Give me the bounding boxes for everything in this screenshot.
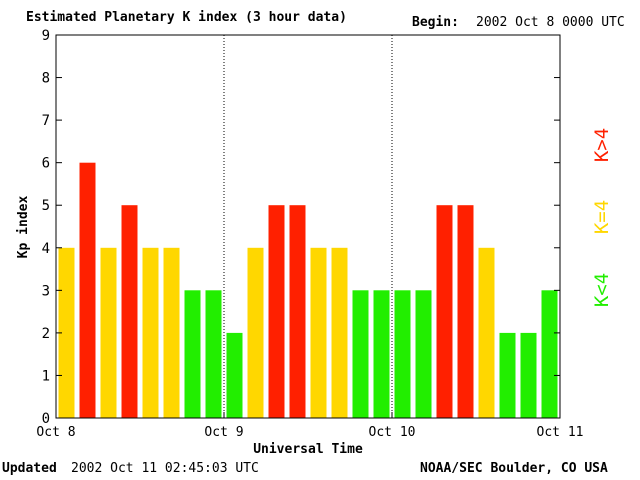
- y-tick-label: 1: [42, 368, 50, 384]
- y-tick-label: 9: [42, 28, 50, 44]
- y-axis-label: Kp index: [16, 196, 31, 259]
- kp-bar: [163, 247, 180, 418]
- kp-bar: [247, 247, 264, 418]
- x-axis-label: Universal Time: [253, 442, 363, 457]
- legend-item: K=4: [591, 200, 613, 234]
- y-tick-label: 0: [42, 411, 50, 427]
- x-tick-label: Oct 10: [369, 425, 416, 440]
- kp-bar: [478, 247, 495, 418]
- x-tick-label: Oct 9: [204, 425, 243, 440]
- begin-value: 2002 Oct 8 0000 UTC: [476, 15, 625, 30]
- plot-frame: [55, 34, 561, 419]
- kp-bar: [436, 205, 453, 418]
- legend-item: K<4: [591, 273, 613, 307]
- chart-title: Estimated Planetary K index (3 hour data…: [26, 10, 347, 25]
- legend-item: K>4: [591, 128, 613, 162]
- y-tick-label: 5: [42, 198, 50, 214]
- kp-bar: [226, 332, 243, 418]
- kp-bar: [184, 290, 201, 418]
- y-tick-label: 4: [42, 241, 50, 257]
- kp-bar: [499, 332, 516, 418]
- kp-bar: [121, 205, 138, 418]
- kp-bar: [352, 290, 369, 418]
- kp-bar: [457, 205, 474, 418]
- kp-bar: [541, 290, 558, 418]
- kp-bar: [142, 247, 159, 418]
- kp-bar: [268, 205, 285, 418]
- kp-bar: [520, 332, 537, 418]
- x-tick-label: Oct 8: [36, 425, 75, 440]
- y-tick-label: 6: [42, 156, 50, 172]
- kp-bar: [58, 247, 75, 418]
- y-tick-label: 3: [42, 283, 50, 299]
- kp-bar: [100, 247, 117, 418]
- kp-bar: [205, 290, 222, 418]
- x-tick-label: Oct 11: [537, 425, 584, 440]
- y-tick-label: 2: [42, 326, 50, 342]
- kp-bar: [310, 247, 327, 418]
- updated-value: 2002 Oct 11 02:45:03 UTC: [71, 461, 259, 476]
- updated-label: Updated: [2, 461, 57, 476]
- credit-text: NOAA/SEC Boulder, CO USA: [420, 461, 608, 476]
- begin-label: Begin:: [412, 15, 459, 30]
- kp-bar: [289, 205, 306, 418]
- kp-bar: [394, 290, 411, 418]
- kp-bar: [373, 290, 390, 418]
- y-tick-label: 7: [42, 113, 50, 129]
- kp-bar: [331, 247, 348, 418]
- kp-bar: [79, 162, 96, 418]
- kp-bar: [415, 290, 432, 418]
- y-tick-label: 8: [42, 71, 50, 87]
